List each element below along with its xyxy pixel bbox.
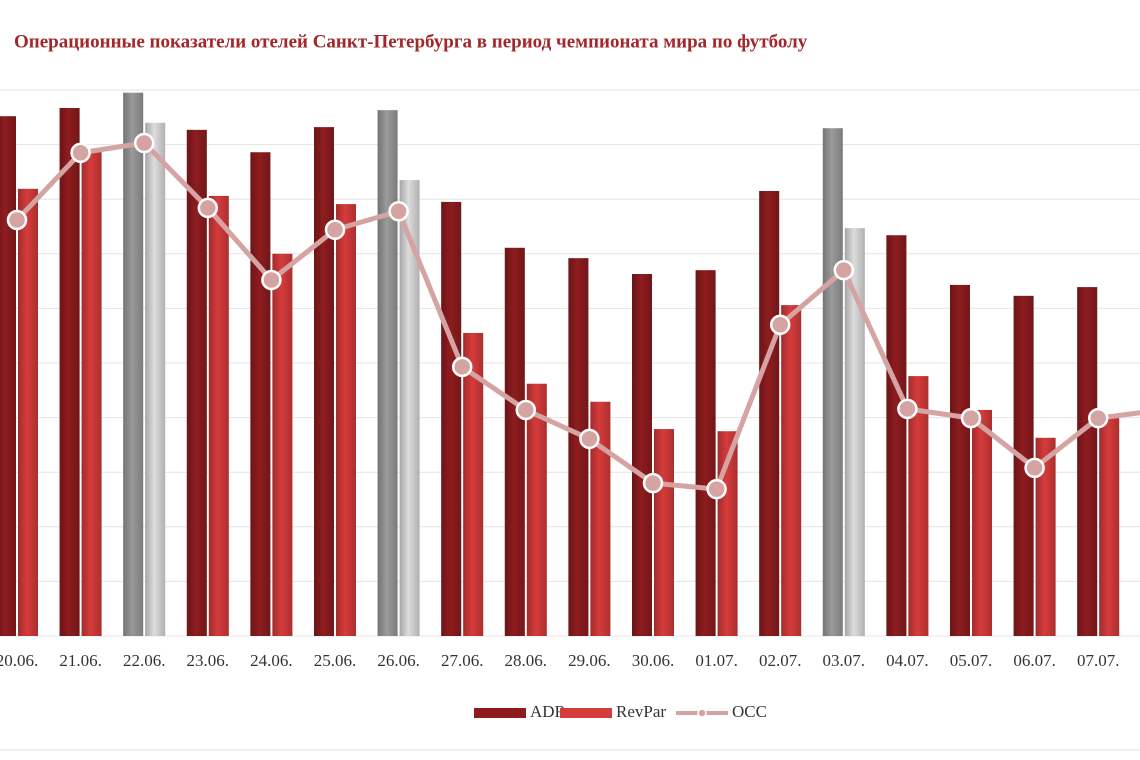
bar-shade bbox=[590, 401, 611, 636]
bar-shade bbox=[272, 253, 293, 637]
line-marker bbox=[451, 356, 473, 378]
bar-shade bbox=[250, 152, 271, 636]
x-tick-label: 26.06. bbox=[377, 651, 420, 670]
bar-shade bbox=[886, 235, 907, 636]
line-marker bbox=[388, 200, 409, 222]
bar-shade bbox=[399, 180, 420, 636]
bar-shade bbox=[654, 429, 674, 636]
bar-shade bbox=[950, 284, 970, 636]
x-tick-label: 21.06. bbox=[59, 651, 102, 670]
line-marker bbox=[960, 407, 982, 429]
line-marker bbox=[515, 399, 537, 421]
x-tick-label: 30.06. bbox=[632, 651, 675, 670]
x-tick-label: 05.07. bbox=[950, 651, 993, 670]
bar-shade bbox=[18, 188, 38, 637]
x-tick-label: 04.07. bbox=[886, 651, 929, 670]
legend-label: ADR bbox=[530, 702, 567, 721]
bar-shade bbox=[972, 409, 992, 636]
x-tick-label: 07.07. bbox=[1077, 651, 1120, 670]
bar-shade bbox=[208, 195, 229, 636]
line-marker bbox=[197, 197, 219, 219]
legend-swatch bbox=[560, 708, 612, 718]
bar-shade bbox=[59, 108, 80, 636]
x-tick-label: 03.07. bbox=[823, 651, 866, 670]
bar-shade bbox=[145, 122, 166, 636]
bar-shade bbox=[81, 150, 102, 636]
bar-shade bbox=[568, 258, 589, 636]
x-tick-label: 01.07. bbox=[695, 651, 738, 670]
bar-shade bbox=[844, 228, 865, 636]
line-marker bbox=[833, 259, 855, 281]
bar-shade bbox=[695, 270, 716, 636]
line-marker bbox=[133, 132, 155, 154]
bar-shade bbox=[822, 128, 843, 636]
line-marker bbox=[324, 219, 346, 241]
line-marker bbox=[70, 142, 91, 164]
bar-shade bbox=[314, 127, 334, 637]
bar-shade bbox=[336, 204, 356, 636]
line-marker bbox=[6, 209, 28, 231]
x-tick-label: 22.06. bbox=[123, 651, 166, 670]
line-marker bbox=[261, 269, 282, 291]
x-tick-label: 20.06. bbox=[0, 651, 38, 670]
bar-shade bbox=[1099, 418, 1120, 636]
line-marker bbox=[897, 398, 918, 420]
legend-swatch bbox=[697, 708, 707, 718]
line-marker bbox=[1024, 457, 1045, 479]
bar-shade bbox=[0, 116, 16, 636]
bar-shade bbox=[504, 247, 525, 636]
line-marker bbox=[579, 428, 600, 450]
line-marker bbox=[706, 478, 727, 500]
bar-shade bbox=[632, 274, 652, 636]
plot-area: 20.06. 21.06. 22.06. 23.06. 24.06. 25.06. 26.0… bbox=[0, 89, 1140, 670]
bar-shade bbox=[1013, 295, 1034, 636]
legend-swatch bbox=[474, 708, 526, 718]
line-marker bbox=[769, 314, 791, 336]
bar-shade bbox=[1077, 287, 1098, 636]
bar-shade bbox=[441, 201, 462, 636]
x-tick-label: 23.06. bbox=[187, 651, 230, 670]
bar-shade bbox=[377, 110, 398, 636]
legend-label: RevPar bbox=[616, 702, 666, 721]
line-marker bbox=[1087, 407, 1109, 429]
bar-shade bbox=[781, 305, 802, 636]
bar-shade bbox=[186, 129, 207, 636]
bar-shade bbox=[759, 191, 780, 636]
x-tick-label: 27.06. bbox=[441, 651, 484, 670]
chart-title: Операционные показатели отелей Санкт-Пет… bbox=[14, 31, 808, 52]
bar-shade bbox=[526, 383, 547, 636]
bar-shade bbox=[463, 332, 484, 636]
x-tick-label: 24.06. bbox=[250, 651, 293, 670]
bar-shade bbox=[1035, 437, 1056, 636]
bar-shade bbox=[123, 92, 144, 637]
bar-shade bbox=[908, 376, 929, 636]
x-tick-label: 29.06. bbox=[568, 651, 611, 670]
x-tick-label: 02.07. bbox=[759, 651, 802, 670]
x-tick-label: 28.06. bbox=[505, 651, 548, 670]
x-tick-label: 06.07. bbox=[1013, 651, 1056, 670]
legend-label: OCC bbox=[732, 702, 767, 721]
line-marker bbox=[642, 472, 664, 494]
legend: ADR RevPar OCC bbox=[474, 702, 767, 721]
x-tick-label: 25.06. bbox=[314, 651, 357, 670]
